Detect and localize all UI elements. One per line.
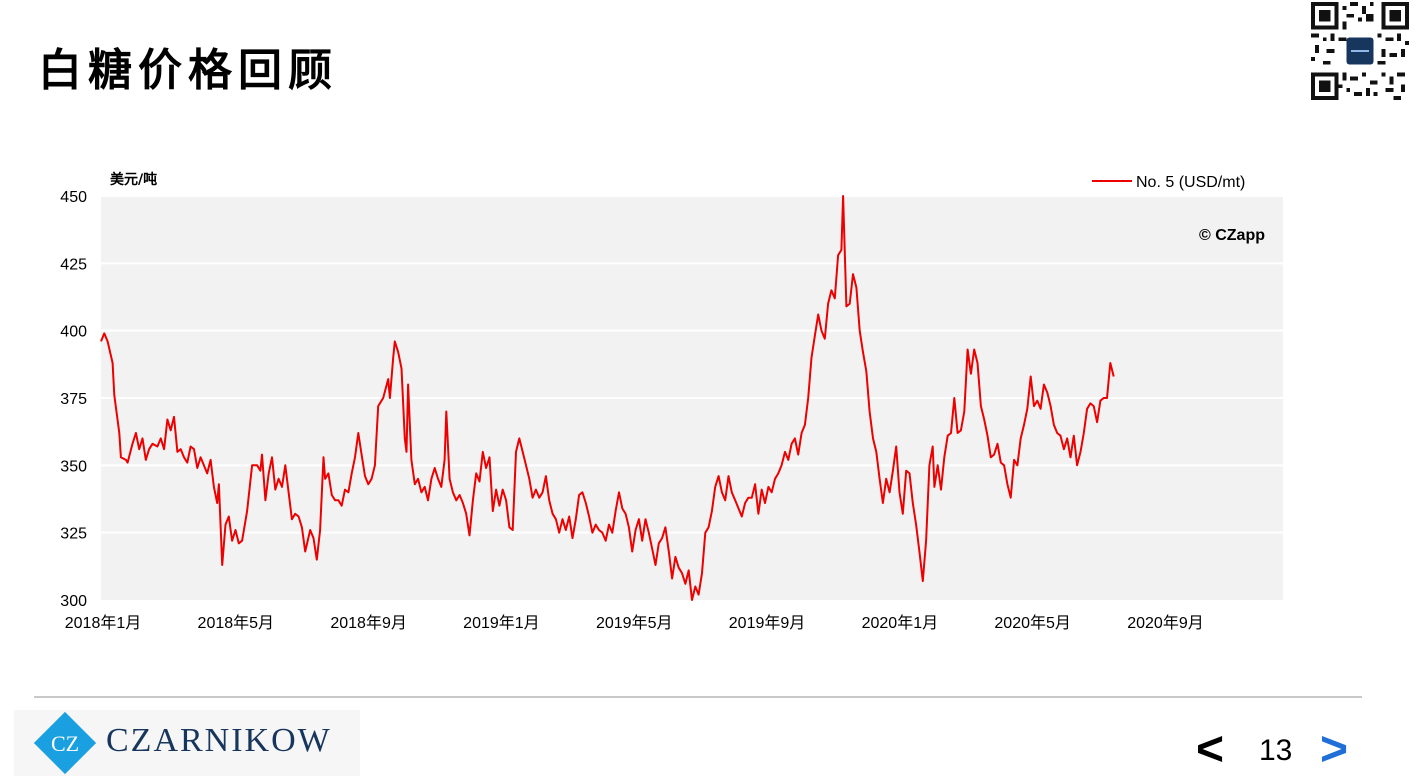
y-tick-label: 450 bbox=[60, 189, 87, 206]
y-tick-label: 350 bbox=[60, 458, 87, 475]
y-axis-ticks: 300 325 350 375 400 425 450 bbox=[60, 189, 87, 610]
prev-page-button[interactable]: < bbox=[1196, 723, 1225, 776]
x-tick-label: 2020年1月 bbox=[862, 614, 939, 632]
czarnikow-logo: CZ bbox=[14, 710, 360, 776]
x-tick-label: 2018年9月 bbox=[330, 614, 407, 632]
gridlines bbox=[101, 195, 1283, 534]
y-tick-label: 400 bbox=[60, 324, 87, 341]
series-line-no5 bbox=[100, 195, 1115, 601]
footer-divider bbox=[34, 696, 1362, 698]
x-tick-label: 2020年5月 bbox=[994, 614, 1071, 632]
y-tick-label: 425 bbox=[60, 256, 87, 273]
qr-code-icon bbox=[1311, 2, 1409, 100]
logo-wordmark: CZARNIKOW bbox=[106, 722, 332, 759]
x-tick-label: 2018年5月 bbox=[198, 614, 275, 632]
y-tick-label: 300 bbox=[60, 593, 87, 610]
logo-mark-text: CZ bbox=[51, 731, 79, 756]
page-number: 13 bbox=[1259, 734, 1293, 767]
legend-label: No. 5 (USD/mt) bbox=[1136, 174, 1245, 191]
x-tick-label: 2019年1月 bbox=[463, 614, 540, 632]
x-tick-label: 2020年9月 bbox=[1127, 614, 1204, 632]
y-tick-label: 325 bbox=[60, 526, 87, 543]
y-axis-label: 美元/吨 bbox=[110, 171, 157, 188]
page-title: 白糖价格回顾 bbox=[38, 45, 338, 96]
x-tick-label: 2019年5月 bbox=[596, 614, 673, 632]
y-tick-label: 375 bbox=[60, 391, 87, 408]
copyright-annotation: © CZapp bbox=[1199, 227, 1265, 244]
czarnikow-logo-icon: CZ bbox=[33, 711, 97, 775]
next-page-button[interactable]: > bbox=[1320, 723, 1349, 776]
x-tick-label: 2018年1月 bbox=[65, 614, 142, 632]
x-axis-ticks: 2018年1月 2018年5月 2018年9月 2019年1月 2019年5月 2019年… bbox=[65, 614, 1204, 632]
x-tick-label: 2019年9月 bbox=[729, 614, 806, 632]
